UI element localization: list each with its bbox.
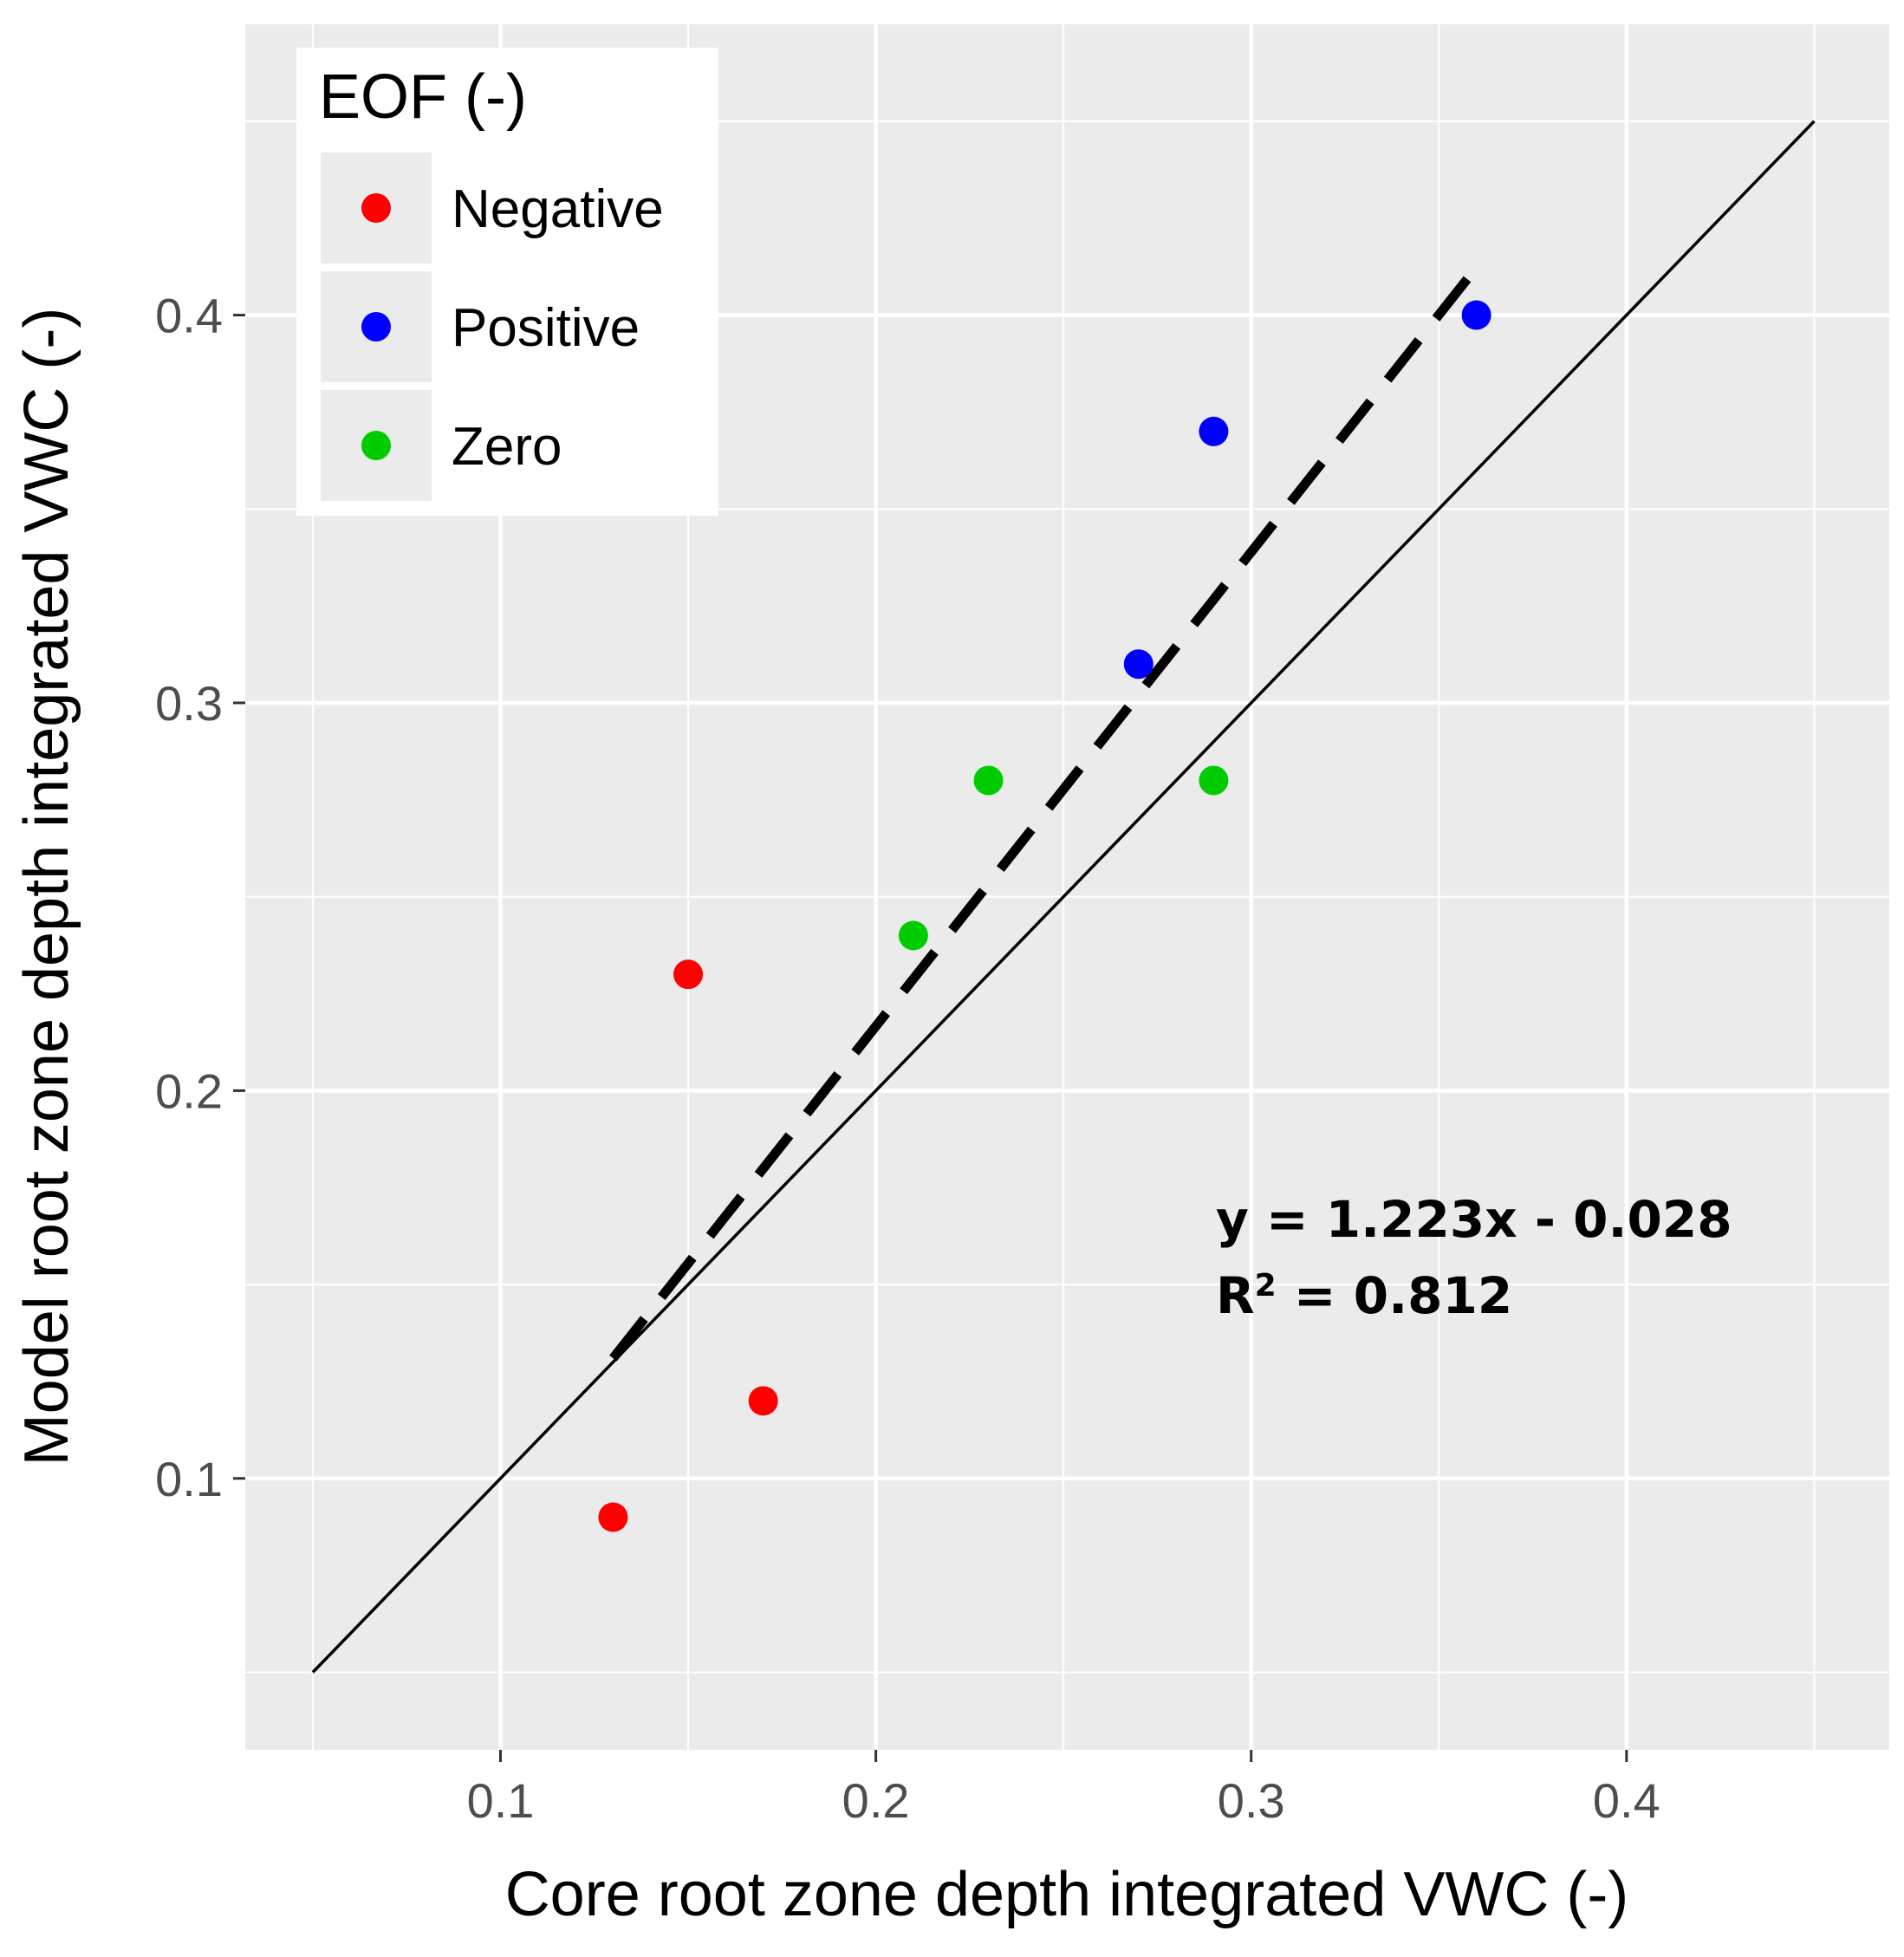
r-squared-superscript: 2 xyxy=(1255,1268,1277,1304)
regression-annotation: y = 1.223x - 0.028 R2 = 0.812 xyxy=(1216,1190,1732,1325)
negative-point xyxy=(598,1502,628,1532)
regression-equation: y = 1.223x - 0.028 xyxy=(1216,1190,1732,1249)
legend-title: EOF (-) xyxy=(319,62,527,132)
legend-label-positive: Positive xyxy=(452,298,640,358)
legend-key-negative xyxy=(361,193,391,223)
y-tick-label: 0.2 xyxy=(155,1063,223,1118)
r-squared-value: = 0.812 xyxy=(1277,1266,1512,1325)
x-tick-label: 0.2 xyxy=(842,1773,910,1828)
y-axis-title: Model root zone depth integrated VWC (-) xyxy=(12,308,81,1466)
positive-point xyxy=(1461,300,1491,330)
negative-point xyxy=(748,1386,778,1416)
x-tick-label: 0.3 xyxy=(1218,1773,1285,1828)
x-axis-title: Core root zone depth integrated VWC (-) xyxy=(505,1860,1629,1929)
zero-point xyxy=(898,920,928,951)
legend: EOF (-) Negative Positive Zero xyxy=(296,48,718,516)
zero-point xyxy=(973,765,1004,796)
y-tick-label: 0.4 xyxy=(155,289,223,343)
legend-key-positive xyxy=(361,312,391,341)
legend-items: Negative Positive Zero xyxy=(321,153,664,501)
legend-key-zero xyxy=(361,431,391,460)
positive-point xyxy=(1199,416,1229,446)
legend-label-zero: Zero xyxy=(452,417,562,477)
legend-label-negative: Negative xyxy=(452,179,664,239)
zero-point xyxy=(1199,765,1229,796)
negative-point xyxy=(673,959,704,990)
positive-point xyxy=(1123,649,1153,679)
r-squared-label: R2 = 0.812 xyxy=(1216,1266,1512,1325)
r-squared-r: R xyxy=(1216,1266,1255,1325)
y-tick-label: 0.3 xyxy=(155,676,223,731)
one-to-one-line xyxy=(311,120,1816,1674)
fit-lines xyxy=(311,120,1816,1674)
x-tick-label: 0.1 xyxy=(467,1773,535,1828)
y-tick-label: 0.1 xyxy=(155,1452,223,1506)
data-points xyxy=(598,300,1491,1532)
x-tick-label: 0.4 xyxy=(1593,1773,1660,1828)
axis-ticks: 0.1 0.2 0.3 0.4 0.1 0.2 0.3 0.4 xyxy=(155,289,1660,1828)
